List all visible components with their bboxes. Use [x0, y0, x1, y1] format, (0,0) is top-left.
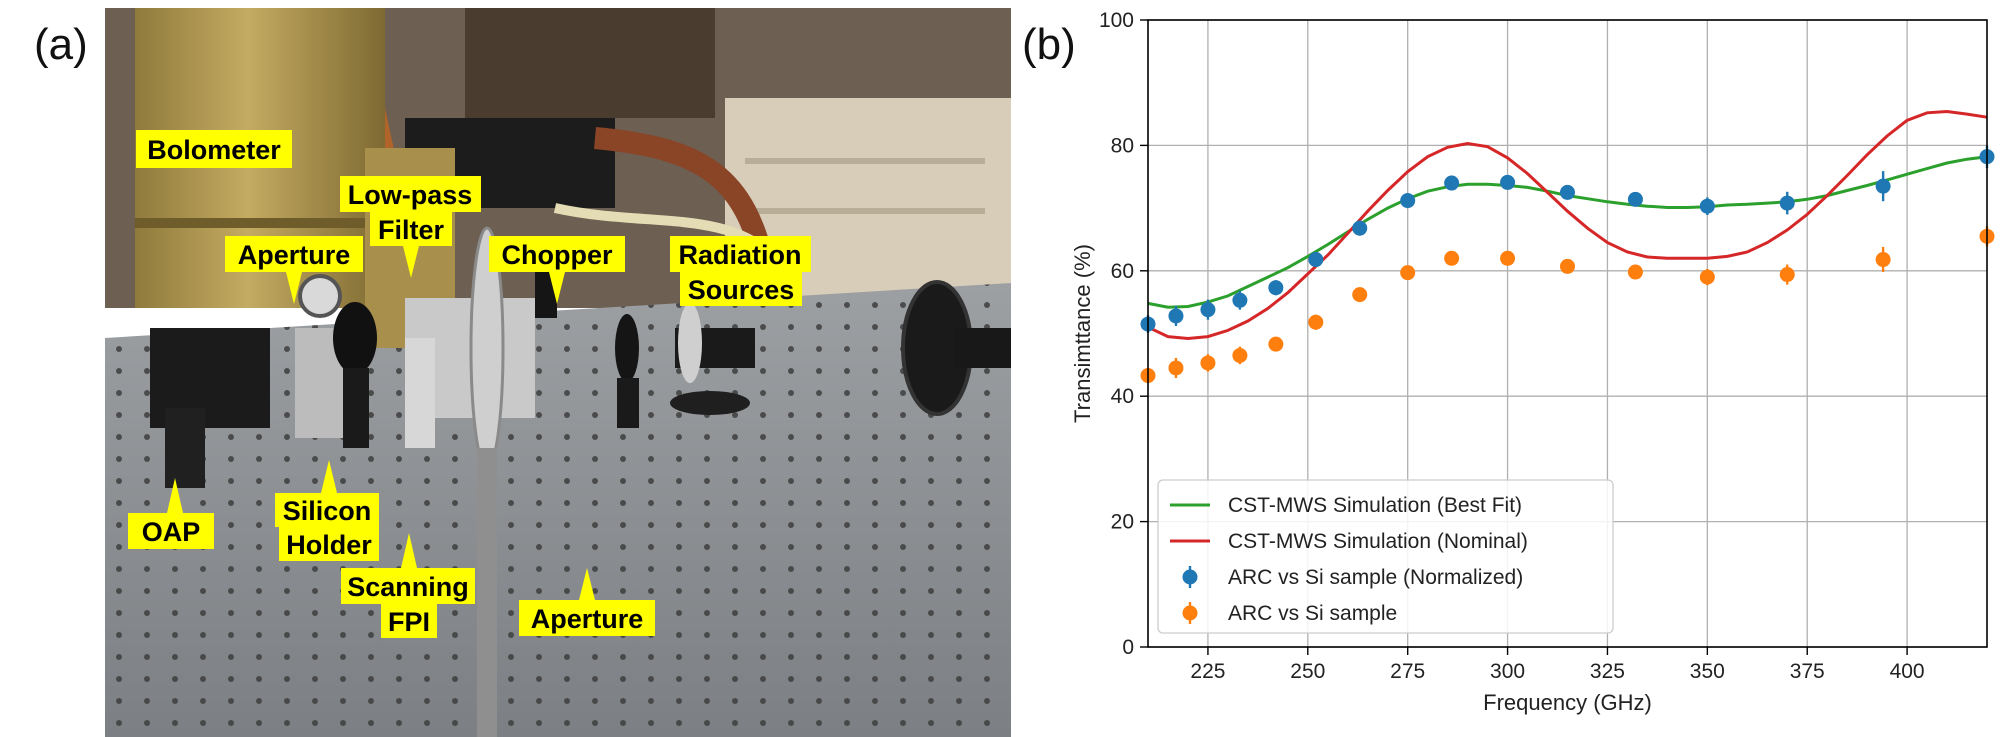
label-lowpass-line1: Low-pass: [348, 180, 473, 210]
data-point: [1875, 178, 1891, 194]
chart-ticks: 225 250 275 300 325 350 375 400 0 20 40 60 80 100: [1099, 9, 1925, 683]
data-point: [1699, 269, 1715, 285]
label-oap: OAP: [142, 517, 201, 547]
panel-a-letter: (a): [34, 20, 88, 69]
data-point: [1560, 258, 1575, 274]
label-silicon-line2: Holder: [286, 530, 372, 560]
x-tick-label: 325: [1590, 660, 1625, 683]
y-axis-label: Transimttance (%): [1070, 244, 1095, 423]
data-point: [1627, 191, 1643, 207]
data-point: [1200, 302, 1216, 318]
aperture-left-mount: [333, 302, 377, 374]
legend-label: CST-MWS Simulation (Nominal): [1228, 530, 1528, 553]
y-tick-label: 60: [1111, 260, 1134, 283]
transmittance-chart: 225 250 275 300 325 350 375 400 0 20 40 60 80 100 Fre…: [1070, 9, 1995, 715]
label-scanning-line2: FPI: [388, 607, 430, 637]
data-point: [1400, 265, 1416, 281]
data-point: [1200, 355, 1216, 371]
label-bolometer: Bolometer: [147, 135, 281, 165]
label-silicon-line1: Silicon: [283, 496, 372, 526]
chart-legend: CST-MWS Simulation (Best Fit) CST-MWS Sim…: [1157, 479, 1614, 634]
data-point: [1627, 264, 1643, 280]
y-tick-label: 20: [1111, 511, 1134, 534]
legend-label: ARC vs Si sample (Normalized): [1228, 566, 1523, 589]
y-tick-label: 100: [1099, 9, 1134, 32]
x-tick-label: 275: [1390, 660, 1425, 683]
label-lowpass-line2: Filter: [378, 215, 445, 245]
plot-frame: [1147, 19, 1988, 648]
data-point: [1444, 250, 1460, 266]
label-aperture-left: Aperture: [238, 240, 351, 270]
data-point: [1500, 174, 1516, 190]
legend-swatch-marker: [1182, 605, 1198, 621]
y-tick-label: 40: [1111, 385, 1134, 408]
data-point: [1779, 267, 1795, 283]
panel-b-letter: (b): [1022, 20, 1076, 69]
data-point: [1400, 193, 1416, 209]
data-point: [1444, 175, 1460, 191]
legend-box: [1157, 479, 1614, 634]
y-tick-label: 80: [1111, 134, 1134, 157]
legend-swatch-marker: [1182, 569, 1198, 585]
aperture-right-mount: [615, 314, 639, 382]
x-tick-label: 350: [1690, 660, 1725, 683]
x-tick-label: 250: [1290, 660, 1325, 683]
data-point: [1352, 287, 1368, 303]
data-point: [1268, 280, 1284, 296]
label-scanning-line1: Scanning: [347, 572, 469, 602]
label-radiation-line2: Sources: [688, 275, 795, 305]
setup-photo: Bolometer Low-pass Filter Aperture Chopp…: [105, 8, 1011, 737]
data-point: [1168, 308, 1184, 324]
legend-label: CST-MWS Simulation (Best Fit): [1228, 494, 1522, 517]
data-point: [1308, 252, 1324, 268]
data-point: [1308, 314, 1324, 330]
y-tick-label: 0: [1122, 636, 1134, 659]
data-point: [1232, 292, 1248, 308]
x-tick-label: 225: [1190, 660, 1225, 683]
label-aperture-right: Aperture: [531, 604, 644, 634]
legend-label: ARC vs Si sample: [1228, 602, 1397, 625]
series-line-1: [1147, 109, 1988, 341]
label-radiation-line1: Radiation: [678, 240, 801, 270]
data-point: [1168, 360, 1184, 376]
data-point: [1875, 252, 1891, 268]
data-point: [1560, 184, 1575, 200]
x-tick-label: 300: [1490, 660, 1525, 683]
data-point: [1500, 250, 1516, 266]
chart-series-points: [1140, 145, 1995, 384]
data-point: [1779, 195, 1795, 211]
label-chopper: Chopper: [502, 240, 613, 270]
x-tick-label: 375: [1790, 660, 1825, 683]
data-point: [1352, 220, 1368, 236]
x-tick-label: 400: [1890, 660, 1925, 683]
x-axis-label: Frequency (GHz): [1483, 690, 1652, 715]
data-point: [1268, 336, 1284, 352]
data-point: [1699, 198, 1715, 214]
data-point: [1232, 347, 1248, 363]
